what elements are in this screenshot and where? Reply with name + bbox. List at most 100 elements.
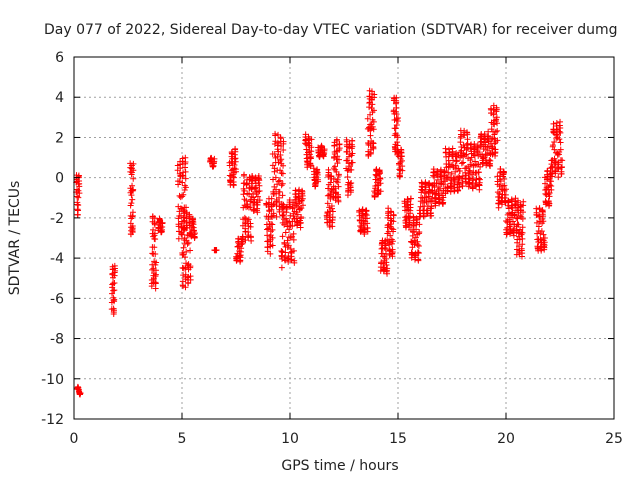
data-point [129, 223, 136, 230]
data-point [112, 267, 119, 274]
data-point [382, 250, 389, 257]
data-point [540, 213, 547, 220]
data-point [384, 265, 391, 272]
data-point [513, 214, 520, 221]
data-point [266, 224, 273, 231]
data-point [396, 172, 403, 179]
x-axis-label: GPS time / hours [281, 458, 398, 474]
chart-title: Day 077 of 2022, Sidereal Day-to-day VTE… [44, 22, 618, 38]
data-point [394, 139, 401, 146]
data-point [254, 209, 261, 216]
data-point [244, 203, 251, 210]
data-point [415, 242, 422, 249]
data-point [538, 228, 545, 235]
data-point [428, 203, 435, 210]
data-point [501, 182, 508, 189]
data-point [552, 158, 559, 165]
data-point [175, 235, 182, 242]
data-point [494, 120, 501, 127]
data-point [344, 157, 351, 164]
data-point [445, 169, 452, 176]
data-point [410, 214, 417, 221]
data-point [315, 178, 322, 185]
data-point [469, 185, 476, 192]
data-point [272, 132, 279, 139]
data-point [377, 188, 384, 195]
data-point [329, 205, 336, 212]
data-point [487, 157, 494, 164]
data-point [321, 146, 328, 153]
data-point [517, 212, 524, 219]
data-point [130, 160, 137, 167]
data-point [152, 251, 159, 258]
data-point [329, 223, 336, 230]
data-point [345, 153, 352, 160]
data-point [290, 247, 297, 254]
data-point [370, 145, 377, 152]
data-point [191, 230, 198, 237]
x-tick-label: 25 [605, 431, 623, 447]
data-point [399, 167, 406, 174]
x-tick-labels: 0 5 10 15 20 25 [70, 431, 623, 447]
data-point [276, 188, 283, 195]
data-point [416, 221, 423, 228]
data-point [239, 240, 246, 247]
data-point [175, 181, 182, 188]
data-point [256, 177, 263, 184]
data-point [275, 178, 282, 185]
x-tick-label: 10 [281, 431, 299, 447]
data-point [180, 225, 187, 232]
data-point [493, 106, 500, 113]
data-point [369, 101, 376, 108]
data-point [449, 145, 456, 152]
data-point [458, 160, 465, 167]
data-point [475, 175, 482, 182]
data-point [282, 229, 289, 236]
data-point [180, 244, 187, 251]
data-point [383, 262, 390, 269]
data-point [182, 284, 189, 291]
data-point [510, 232, 517, 239]
data-point [477, 163, 484, 170]
data-point [344, 167, 351, 174]
data-point [349, 150, 356, 157]
data-point [494, 137, 501, 144]
data-point [324, 200, 331, 207]
data-point [551, 139, 558, 146]
data-point [387, 232, 394, 239]
data-point [452, 168, 459, 175]
data-point [393, 94, 400, 101]
data-point [278, 264, 285, 271]
data-point [179, 231, 186, 238]
data-point [384, 270, 391, 277]
data-point [504, 224, 511, 231]
data-point [462, 169, 469, 176]
data-point [303, 146, 310, 153]
data-point [349, 143, 356, 150]
data-point [345, 160, 352, 167]
data-point [520, 198, 527, 205]
data-point [277, 151, 284, 158]
data-point [187, 263, 194, 270]
data-point [294, 211, 301, 218]
data-point [501, 175, 508, 182]
data-point [324, 192, 331, 199]
data-point [466, 175, 473, 182]
data-point [75, 207, 82, 214]
data-point [348, 187, 355, 194]
data-point [460, 159, 467, 166]
data-point [241, 187, 248, 194]
data-point [329, 208, 336, 215]
y-tick-label: 2 [55, 130, 64, 146]
data-point [129, 213, 136, 220]
data-point [75, 194, 82, 201]
data-point [390, 226, 397, 233]
data-point [77, 390, 84, 397]
data-point [377, 180, 384, 187]
data-point [392, 125, 399, 132]
data-point [274, 181, 281, 188]
data-point [461, 151, 468, 158]
data-point [519, 209, 526, 216]
data-point [110, 307, 117, 314]
